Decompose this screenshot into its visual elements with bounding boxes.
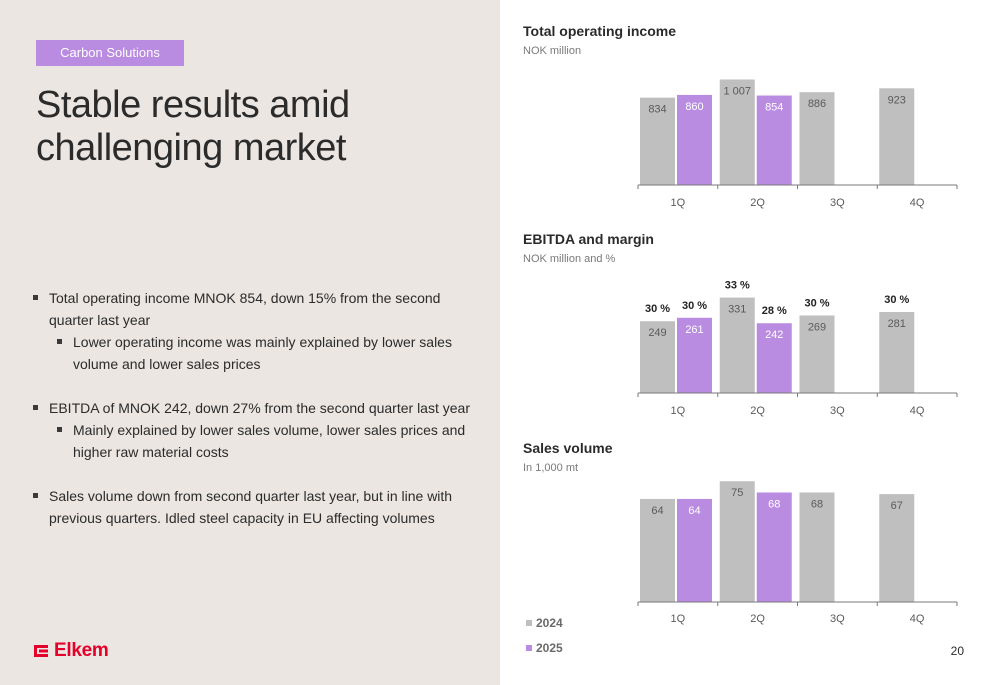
- operating-income-value-label: 1 007: [723, 86, 751, 98]
- ebitda-bar-2024-2Q: [719, 297, 755, 393]
- legend-swatch-2025: [526, 645, 532, 651]
- sales-volume-bar-2024-4Q: [879, 494, 915, 602]
- operating-income-value-label: 860: [685, 101, 703, 113]
- ebitda-tick-label: 4Q: [910, 405, 925, 417]
- legend-swatch-2024: [526, 620, 532, 626]
- operating-income-bar-2024-1Q: [640, 97, 675, 185]
- chart-subtitle-ebitda: NOK million and %: [523, 253, 616, 265]
- operating-income-bar-2025-1Q: [677, 94, 712, 185]
- page-title: Stable results amid challenging market: [36, 84, 350, 169]
- bullet-marker: [33, 493, 38, 498]
- operating-income-value-label: 923: [888, 94, 906, 106]
- legend-item-2025: 2025: [526, 641, 563, 655]
- bullet-text: Sales volume down from second quarter la…: [49, 488, 453, 526]
- operating-income-chart: 834 860 1Q 1 007 854 2Q 886 3Q 923 4Q: [637, 79, 958, 209]
- chart-subtitle-operating-income: NOK million: [523, 45, 582, 57]
- operating-income-tick-label: 1Q: [671, 197, 686, 209]
- sub-bullet-item: Mainly explained by lower sales volume, …: [54, 419, 480, 463]
- bullet-list: Total operating income MNOK 854, down 15…: [30, 287, 480, 529]
- ebitda-margin-label: 33 %: [725, 280, 750, 292]
- bullet-text: Total operating income MNOK 854, down 15…: [49, 290, 441, 328]
- sales-volume-value-label: 75: [731, 487, 743, 499]
- left-panel: Carbon Solutions Stable results amid cha…: [0, 0, 500, 685]
- elkem-logo-icon: [34, 645, 48, 657]
- sales-volume-bar-2025-2Q: [756, 492, 792, 602]
- operating-income-value-label: 834: [648, 104, 666, 116]
- operating-income-tick-label: 2Q: [750, 197, 765, 209]
- ebitda-tick-label: 2Q: [750, 405, 765, 417]
- ebitda-bar-2025-1Q: [677, 317, 712, 393]
- bullet-spacer: [30, 375, 480, 397]
- bullet-text: Mainly explained by lower sales volume, …: [73, 422, 466, 460]
- bullet-item: EBITDA of MNOK 242, down 27% from the se…: [30, 397, 480, 419]
- sales-volume-value-label: 67: [891, 500, 903, 512]
- ebitda-bar-2024-1Q: [640, 321, 675, 393]
- bullet-marker: [57, 339, 62, 344]
- page-number: 20: [950, 644, 964, 658]
- operating-income-tick-label: 3Q: [830, 197, 845, 209]
- ebitda-margin-label: 30 %: [884, 294, 909, 306]
- bullet-item: Sales volume down from second quarter la…: [30, 485, 480, 529]
- logo-text: Elkem: [54, 640, 109, 661]
- ebitda-bar-2024-4Q: [879, 312, 915, 393]
- ebitda-value-label: 249: [648, 327, 666, 339]
- bullet-marker: [33, 405, 38, 410]
- ebitda-value-label: 281: [888, 318, 906, 330]
- sales-volume-bar-2025-1Q: [677, 498, 712, 602]
- operating-income-tick-label: 4Q: [910, 197, 925, 209]
- sales-volume-value-label: 64: [688, 505, 700, 517]
- sales-volume-value-label: 68: [768, 498, 780, 510]
- sales-volume-bar-2024-2Q: [719, 481, 755, 602]
- ebitda-tick-label: 3Q: [830, 405, 845, 417]
- sales-volume-bar-2024-3Q: [799, 492, 835, 602]
- operating-income-bar-2024-4Q: [879, 88, 915, 185]
- operating-income-bar-2025-2Q: [756, 95, 792, 185]
- sales-volume-chart: 64 64 1Q 75 68 2Q 68 3Q 67 4Q: [637, 481, 958, 625]
- operating-income-value-label: 854: [765, 102, 783, 114]
- sales-volume-bar-2024-1Q: [640, 498, 675, 602]
- sales-volume-value-label: 64: [651, 505, 663, 517]
- ebitda-value-label: 261: [685, 324, 703, 336]
- chart-title-ebitda: EBITDA and margin: [523, 231, 654, 247]
- ebitda-margin-label: 30 %: [645, 303, 670, 315]
- ebitda-margin-label: 30 %: [682, 300, 707, 312]
- legend-label-2024: 2024: [536, 616, 563, 630]
- chart-title-operating-income: Total operating income: [523, 23, 676, 39]
- sales-volume-tick-label: 4Q: [910, 613, 925, 625]
- ebitda-tick-label: 1Q: [671, 405, 686, 417]
- sales-volume-value-label: 68: [811, 498, 823, 510]
- ebitda-margin-label: 30 %: [804, 297, 829, 309]
- legend-item-2024: 2024: [526, 616, 563, 630]
- ebitda-bar-2025-2Q: [756, 323, 792, 393]
- chart-subtitle-sales-volume: In 1,000 mt: [523, 462, 579, 474]
- sales-volume-tick-label: 1Q: [671, 613, 686, 625]
- bullet-item: Total operating income MNOK 854, down 15…: [30, 287, 480, 331]
- sub-bullet-item: Lower operating income was mainly explai…: [54, 331, 480, 375]
- ebitda-chart: 249 30 % 261 30 % 1Q 331 33 % 242 28 % 2Q 269 30 % 3…: [637, 280, 958, 417]
- section-badge: Carbon Solutions: [36, 40, 184, 66]
- legend-label-2025: 2025: [536, 641, 563, 655]
- ebitda-value-label: 242: [765, 329, 783, 341]
- sales-volume-tick-label: 3Q: [830, 613, 845, 625]
- bullet-spacer: [30, 463, 480, 485]
- ebitda-value-label: 331: [728, 304, 746, 316]
- bullet-text: Lower operating income was mainly explai…: [73, 334, 452, 372]
- ebitda-bar-2024-3Q: [799, 315, 835, 393]
- operating-income-bar-2024-2Q: [719, 79, 755, 185]
- elkem-logo: Elkem: [32, 640, 109, 662]
- bullet-marker: [57, 427, 62, 432]
- bullet-text: EBITDA of MNOK 242, down 27% from the se…: [49, 400, 470, 416]
- ebitda-value-label: 269: [808, 321, 826, 333]
- sales-volume-tick-label: 2Q: [750, 613, 765, 625]
- chart-title-sales-volume: Sales volume: [523, 440, 613, 456]
- bullet-marker: [33, 295, 38, 300]
- operating-income-value-label: 886: [808, 98, 826, 110]
- operating-income-bar-2024-3Q: [799, 92, 835, 185]
- ebitda-margin-label: 28 %: [762, 305, 787, 317]
